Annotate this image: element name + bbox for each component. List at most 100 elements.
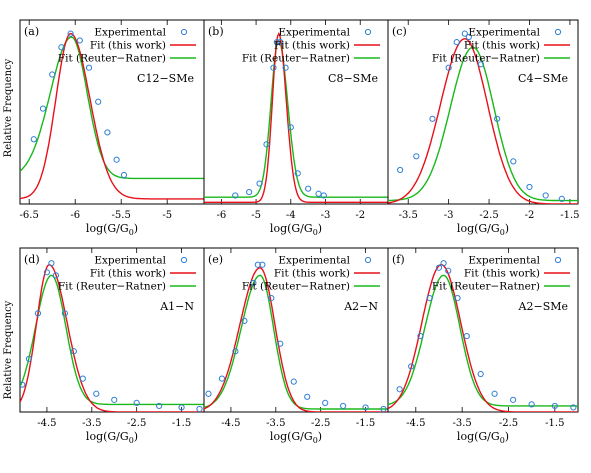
experimental-point — [551, 402, 558, 410]
sample-label: C12−SMe — [137, 72, 194, 85]
legend-label: Fit (Reuter−Ratner) — [58, 53, 166, 65]
legend-label: Fit (Reuter−Ratner) — [58, 281, 166, 293]
experimental-point — [396, 386, 403, 393]
experimental-point — [246, 188, 253, 196]
experimental-point — [304, 393, 311, 400]
experimental-point — [218, 375, 226, 382]
x-tick-label: -6.5 — [20, 210, 39, 221]
x-tick-label: -1.5 — [560, 210, 579, 221]
experimental-point — [120, 171, 128, 179]
legend-label: Experimental — [468, 255, 540, 267]
experimental-point — [440, 260, 447, 267]
panel-letter: (f) — [392, 253, 405, 266]
fit-this-work-curve — [20, 32, 204, 200]
experimental-point — [340, 402, 347, 410]
panel-0: -6.5 -6 -5.5 -5 log(G/G0) (a) C12−SMe Experimen… — [19, 19, 205, 237]
fit-this-work-curve — [388, 38, 578, 204]
experimental-point — [104, 129, 111, 136]
fit-reuter-ratner-curve — [20, 274, 204, 406]
experimental-point — [453, 39, 460, 46]
legend-marker-experimental — [364, 256, 372, 264]
experimental-point — [542, 192, 549, 199]
experimental-point — [48, 260, 55, 267]
sample-label: A1−N — [159, 300, 194, 313]
experimental-point — [315, 190, 322, 197]
experimental-point — [30, 136, 37, 143]
x-tick-label: -4 — [286, 210, 296, 221]
panel-letter: (a) — [24, 25, 39, 38]
fit-this-work-curve — [388, 263, 578, 412]
experimental-point — [268, 295, 275, 302]
experimental-point — [259, 261, 266, 268]
experimental-point — [178, 404, 185, 411]
experimental-point — [408, 363, 415, 370]
experimental-point — [52, 272, 60, 279]
x-tick-label: -5 — [162, 210, 172, 221]
legend-label: Fit (Reuter−Ratner) — [242, 53, 350, 65]
experimental-point — [133, 399, 140, 406]
legend-label: Fit (this work) — [464, 268, 540, 280]
fit-reuter-ratner-curve — [388, 46, 578, 202]
experimental-point — [465, 33, 472, 41]
experimental-point — [282, 64, 289, 71]
experimental-point — [111, 396, 118, 403]
x-tick-label: -3.5 — [82, 418, 101, 429]
experimental-point — [362, 404, 369, 411]
experimental-point — [558, 195, 565, 202]
plot-frame — [387, 19, 579, 205]
experimental-point — [277, 340, 284, 347]
x-tick-label: -2 — [355, 210, 365, 221]
x-tick-label: -3.5 — [399, 210, 418, 221]
experimental-point — [58, 44, 65, 51]
experimental-point — [250, 279, 257, 287]
panel-5: -4.5 -3.5 -2.5 -1.5 log(G/G0) (f) A2−SMe Experi… — [387, 247, 579, 445]
sample-label: A2−SMe — [518, 300, 568, 313]
x-axis-label: log(G/G0) — [86, 222, 138, 237]
fit-reuter-ratner-curve — [204, 39, 388, 198]
experimental-point — [70, 348, 77, 355]
x-tick-label: -3 — [444, 210, 454, 221]
experimental-point — [397, 166, 404, 174]
experimental-point — [445, 267, 452, 274]
sample-label: C8−SMe — [328, 72, 378, 85]
legend-label: Fit (Reuter−Ratner) — [432, 281, 540, 293]
experimental-point — [85, 64, 93, 71]
experimental-point — [491, 390, 498, 397]
experimental-point — [290, 378, 297, 385]
experimental-point — [39, 105, 47, 112]
x-axis-label: log(G/G0) — [457, 430, 509, 445]
experimental-point — [156, 402, 163, 410]
experimental-point — [429, 115, 436, 122]
panel-4: -4.5 -3.5 -2.5 -1.5 log(G/G0) (e) A2−N Experime… — [203, 247, 389, 445]
experimental-point — [528, 401, 535, 408]
sample-label: A2−N — [343, 300, 378, 313]
x-tick-label: -1.5 — [356, 418, 375, 429]
fit-this-work-curve — [204, 267, 388, 412]
experimental-point — [196, 405, 203, 412]
experimental-point — [510, 158, 517, 165]
experimental-point — [49, 71, 56, 78]
experimental-point — [273, 39, 281, 46]
x-tick-label: -3.5 — [452, 418, 471, 429]
legend-label: Experimental — [94, 255, 166, 267]
experimental-point — [445, 64, 452, 71]
experimental-point — [477, 61, 485, 68]
legend-marker-experimental — [364, 28, 372, 36]
experimental-point — [34, 310, 42, 317]
experimental-point — [76, 37, 83, 44]
experimental-point — [417, 332, 424, 340]
x-tick-label: -1.5 — [172, 418, 191, 429]
panel-letter: (d) — [24, 253, 40, 266]
x-tick-label: -5.5 — [112, 210, 131, 221]
experimental-point — [277, 39, 284, 46]
experimental-point — [241, 317, 248, 324]
legend-label: Fit (this work) — [274, 268, 350, 280]
legend-label: Fit (Reuter−Ratner) — [242, 281, 350, 293]
legend-label: Fit (this work) — [274, 40, 350, 52]
panel-letter: (e) — [208, 253, 223, 266]
legend-label: Experimental — [278, 27, 350, 39]
legend-marker-experimental — [180, 28, 188, 36]
experimental-point — [494, 115, 501, 122]
panel-2: -3.5 -3 -2.5 -2 -1.5 log(G/G0) (c) C4−SMe Experi… — [387, 19, 580, 237]
x-tick-label: -4.5 — [37, 418, 56, 429]
